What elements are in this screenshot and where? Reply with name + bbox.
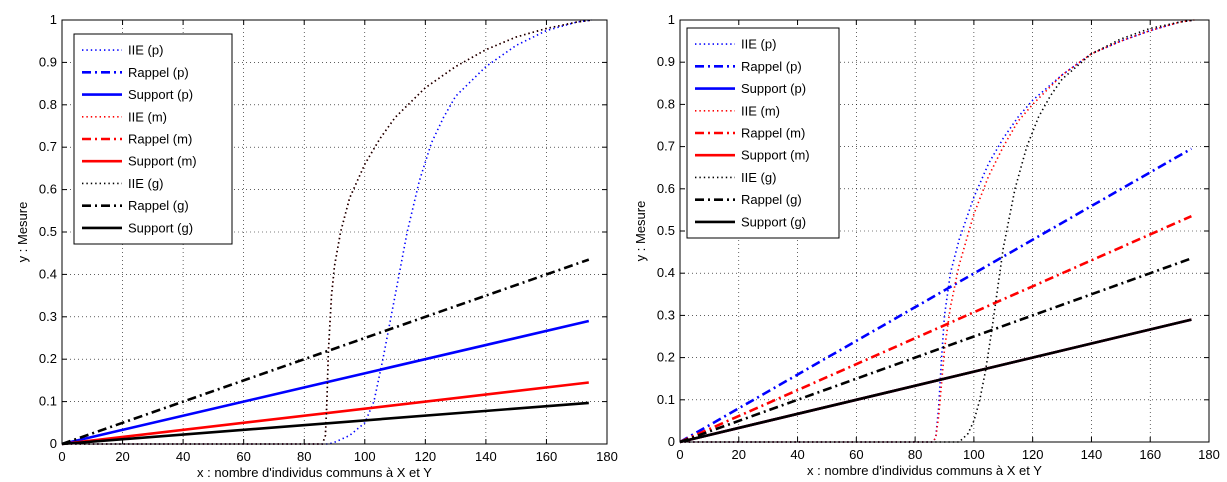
- series-line: [61, 319, 590, 446]
- y-tick-label: 0.8: [39, 97, 57, 112]
- legend-label: IIE (g): [741, 170, 776, 185]
- series-line: [679, 215, 1192, 444]
- legend-box: [686, 27, 840, 239]
- x-tick-label: 20: [732, 447, 746, 462]
- x-tick-label: 40: [790, 447, 804, 462]
- y-tick-label: 0.9: [39, 54, 57, 69]
- y-tick-label: 0.5: [39, 224, 57, 239]
- legend-label: Support (m): [741, 148, 810, 163]
- legend-label: Rappel (p): [128, 65, 189, 80]
- x-tick-label: 0: [58, 449, 65, 464]
- y-tick-label: 0.1: [657, 392, 675, 407]
- series-line: [61, 258, 590, 446]
- legend-label: Rappel (m): [741, 126, 805, 141]
- legend-label: Support (g): [741, 214, 806, 229]
- series-line: [61, 381, 589, 446]
- y-axis-label: y : Mesure: [633, 201, 648, 262]
- legend-label: Support (p): [128, 87, 193, 102]
- legend-label: IIE (p): [128, 43, 163, 58]
- x-tick-label: 120: [1022, 447, 1044, 462]
- x-tick-label: 40: [176, 449, 190, 464]
- y-tick-label: 0.4: [39, 266, 57, 281]
- chart-2: 0 20 40 60 80 100 120 140 160 180 0 0.1 0.2 0.3 0.4 0.5…: [633, 12, 1220, 478]
- chart-1: 0 20 40 60 80 100 120 140 160 180 0 0.1 0.2 0.3 0.4 0.5…: [15, 12, 618, 480]
- y-tick-label: 0.3: [657, 307, 675, 322]
- legend-label: Rappel (g): [128, 198, 189, 213]
- y-tick-label: 0.7: [657, 139, 675, 154]
- y-tick-label: 0: [668, 434, 675, 449]
- legend-label: Support (g): [128, 220, 193, 235]
- y-tick-label: 0.9: [657, 54, 675, 69]
- legend: IIE (p) Rappel (p) Support (p) IIE (m) Rappe…: [686, 27, 840, 239]
- legend-label: Support (m): [128, 154, 197, 169]
- y-tick-label: 1: [50, 12, 57, 27]
- x-axis-label: x : nombre d'individus communs à X et Y: [197, 465, 432, 480]
- legend-label: IIE (m): [128, 109, 167, 124]
- x-tick-label: 160: [536, 449, 558, 464]
- series-line: [680, 19, 1195, 443]
- x-tick-label: 180: [596, 449, 618, 464]
- x-tick-label: 140: [475, 449, 497, 464]
- x-tick-label: 180: [1198, 447, 1220, 462]
- y-tick-label: 0.2: [657, 350, 675, 365]
- y-tick-label: 0.2: [39, 351, 57, 366]
- x-tick-label: 100: [963, 447, 985, 462]
- y-tick-label: 0.6: [657, 181, 675, 196]
- y-tick-label: 0.3: [39, 309, 57, 324]
- y-tick-label: 0.7: [39, 139, 57, 154]
- y-tick-label: 0.6: [39, 182, 57, 197]
- x-tick-label: 80: [297, 449, 311, 464]
- y-tick-label: 0.4: [657, 265, 675, 280]
- x-tick-label: 0: [676, 447, 683, 462]
- x-tick-label: 60: [849, 447, 863, 462]
- legend-label: Rappel (m): [128, 132, 192, 147]
- y-tick-label: 1: [668, 12, 675, 27]
- x-tick-label: 60: [236, 449, 250, 464]
- legend: IIE (p) Rappel (p) Support (p) IIE (m) Rappe…: [73, 33, 233, 245]
- x-tick-label: 140: [1081, 447, 1103, 462]
- legend-label: IIE (m): [741, 103, 780, 118]
- y-tick-label: 0.8: [657, 96, 675, 111]
- legend-label: IIE (p): [741, 37, 776, 52]
- y-tick-label: 0.1: [39, 394, 57, 409]
- x-tick-label: 120: [414, 449, 436, 464]
- y-tick-label: 0: [50, 436, 57, 451]
- y-axis-label: y : Mesure: [15, 202, 30, 263]
- series-line: [679, 147, 1193, 444]
- series-line: [679, 318, 1192, 444]
- x-tick-label: 160: [1139, 447, 1161, 462]
- legend-box: [73, 33, 233, 245]
- x-tick-label: 100: [354, 449, 376, 464]
- legend-label: Rappel (g): [741, 192, 802, 207]
- legend-label: Support (p): [741, 81, 806, 96]
- legend-label: IIE (g): [128, 176, 163, 191]
- series-line: [62, 19, 593, 445]
- x-tick-label: 80: [908, 447, 922, 462]
- series-line: [61, 401, 589, 446]
- legend-label: Rappel (p): [741, 59, 802, 74]
- y-tick-label: 0.5: [657, 223, 675, 238]
- series-line: [679, 257, 1192, 444]
- x-tick-label: 20: [115, 449, 129, 464]
- x-axis-label: x : nombre d'individus communs à X et Y: [807, 463, 1042, 478]
